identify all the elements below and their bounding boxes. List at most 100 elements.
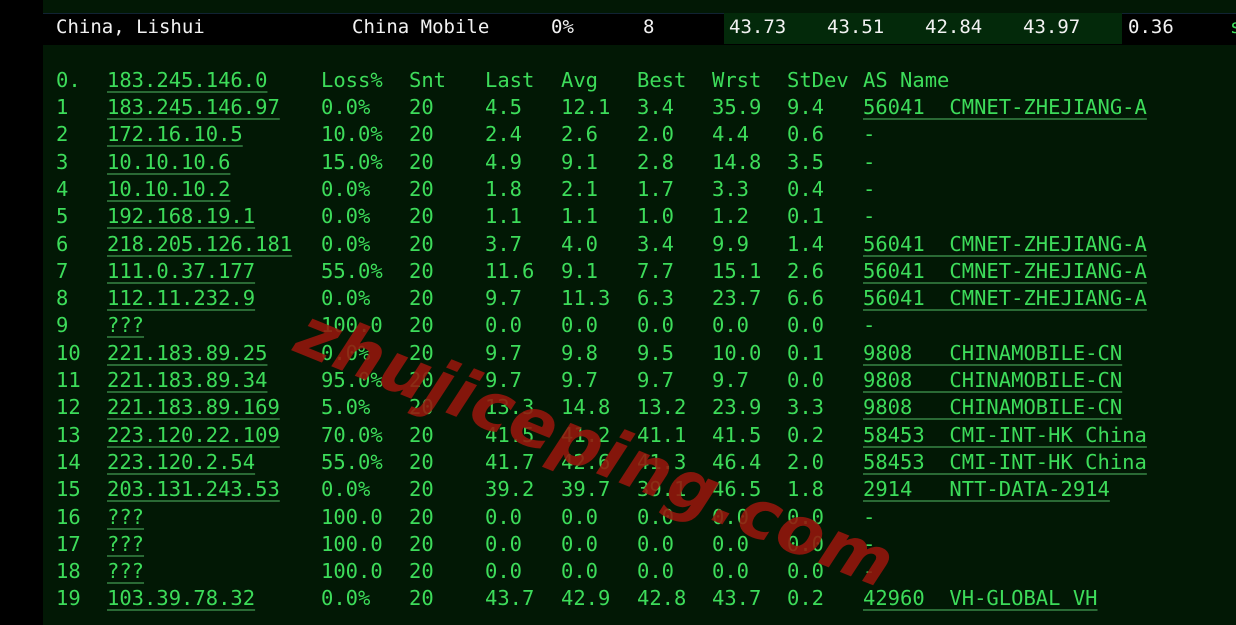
cell-hop: 11 [56,368,81,392]
cell-best: 1.7 [637,176,675,201]
cell-as-name[interactable]: 56041 CMNET-ZHEJIANG-A [863,286,1147,311]
cell-ip[interactable]: 10.10.10.2 [107,176,231,201]
cell-sent: 20 [409,504,434,529]
cell-as-name[interactable]: 56041 CMNET-ZHEJIANG-A [863,258,1147,283]
cell-ip[interactable]: 103.39.78.32 [107,586,256,611]
header-worst: Wrst [712,68,762,92]
cell-sent: 20 [409,231,434,256]
cell-last: 1.8 [485,176,523,201]
cell-worst: 9.9 [712,231,750,256]
cell-stdev: 0.0 [787,504,825,529]
cell-as-name[interactable]: 9808 CHINAMOBILE-CN [863,395,1123,420]
cell-last: 41.5 [485,422,535,447]
cell-hop: 7 [56,258,69,283]
cell-as-name[interactable]: 56041 CMNET-ZHEJIANG-A [863,231,1147,256]
cell-ip[interactable]: 223.120.2.54 [107,449,256,474]
terminal-panel [43,0,1236,625]
cell-ip[interactable]: 183.245.146.97 [107,95,280,119]
cell-worst: 0.0 [712,531,750,556]
cell-ip[interactable]: 221.183.89.25 [107,340,268,365]
cell-loss: 100.0 [321,531,383,556]
summary-isp: China Mobile [352,16,490,38]
cell-stdev: 0.2 [787,586,825,611]
cell-worst: 9.7 [712,368,750,392]
cell-ip[interactable]: 10.10.10.6 [107,149,231,174]
cell-loss: 55.0% [321,449,383,474]
cell-last: 9.7 [485,368,523,392]
cell-ip[interactable]: 112.11.232.9 [107,286,256,311]
cell-worst: 1.2 [712,204,750,229]
cell-as-name: - [863,504,876,529]
cell-worst: 0.0 [712,559,750,584]
summary-avg: 43.51 [827,16,885,38]
cell-ip[interactable]: 203.131.243.53 [107,477,280,502]
cell-loss: 0.0% [321,204,371,229]
summary-last: 43.73 [729,16,787,38]
cell-hop: 16 [56,504,81,529]
header-sent: Snt [409,68,447,92]
cell-hop: 12 [56,395,81,420]
cell-as-name[interactable]: 58453 CMI-INT-HK China [863,449,1147,474]
cell-sent: 20 [409,477,434,502]
cell-best: 0.0 [637,504,675,529]
cell-as-name[interactable]: 2914 NTT-DATA-2914 [863,477,1110,502]
cell-ip[interactable]: 221.183.89.169 [107,395,280,420]
cell-ip[interactable]: ??? [107,531,145,556]
cell-loss: 15.0% [321,149,383,174]
cell-ip[interactable]: 221.183.89.34 [107,368,268,392]
cell-hop: 13 [56,422,81,447]
cell-sent: 20 [409,531,434,556]
cell-ip[interactable]: 192.168.19.1 [107,204,256,229]
header-best: Best [637,68,687,92]
cell-last: 0.0 [485,504,523,529]
header-ip[interactable]: 183.245.146.0 [107,68,268,92]
cell-stdev: 3.5 [787,149,825,174]
cell-as-name[interactable]: 9808 CHINAMOBILE-CN [863,368,1123,392]
cell-best: 1.0 [637,204,675,229]
cell-stdev: 0.0 [787,531,825,556]
cell-worst: 0.0 [712,504,750,529]
cell-ip[interactable]: 111.0.37.177 [107,258,256,283]
cell-best: 6.3 [637,286,675,311]
cell-loss: 10.0% [321,122,383,147]
cell-as-name: - [863,559,876,584]
cell-avg: 0.0 [561,531,599,556]
cell-avg: 2.6 [561,122,599,147]
cell-as-name[interactable]: 9808 CHINAMOBILE-CN [863,340,1123,365]
cell-ip[interactable]: 218.205.126.181 [107,231,293,256]
cell-as-name[interactable]: 56041 CMNET-ZHEJIANG-A [863,95,1147,119]
cell-stdev: 0.4 [787,176,825,201]
cell-best: 0.0 [637,559,675,584]
cell-last: 0.0 [485,531,523,556]
cell-last: 0.0 [485,559,523,584]
cell-as-name: - [863,204,876,229]
cell-last: 1.1 [485,204,523,229]
cell-as-name[interactable]: 58453 CMI-INT-HK China [863,422,1147,447]
cell-sent: 20 [409,176,434,201]
cell-best: 0.0 [637,531,675,556]
cell-worst: 15.1 [712,258,762,283]
cell-avg: 9.7 [561,368,599,392]
cell-best: 13.2 [637,395,687,420]
cell-worst: 46.5 [712,477,762,502]
cell-stdev: 0.1 [787,204,825,229]
cell-avg: 41.2 [561,422,611,447]
summary-latency-highlight [724,13,1122,44]
cell-best: 9.7 [637,368,675,392]
cell-sent: 20 [409,340,434,365]
cell-loss: 100.0 [321,559,383,584]
cell-ip[interactable]: 172.16.10.5 [107,122,243,147]
cell-avg: 0.0 [561,504,599,529]
cell-worst: 43.7 [712,586,762,611]
cell-last: 0.0 [485,313,523,338]
summary-best: 42.84 [925,16,983,38]
cell-hop: 10 [56,340,81,365]
cell-loss: 5.0% [321,395,371,420]
cell-ip[interactable]: ??? [107,313,145,338]
cell-stdev: 6.6 [787,286,825,311]
cell-ip[interactable]: ??? [107,559,145,584]
cell-as-name[interactable]: 42960 VH-GLOBAL VH [863,586,1098,611]
cell-ip[interactable]: 223.120.22.109 [107,422,280,447]
cell-avg: 0.0 [561,313,599,338]
cell-ip[interactable]: ??? [107,504,145,529]
